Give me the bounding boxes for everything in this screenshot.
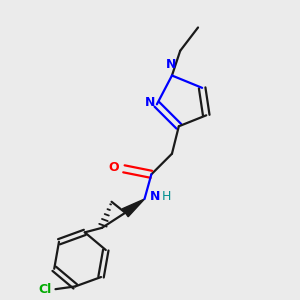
- Text: N: N: [149, 190, 160, 203]
- Text: N: N: [145, 97, 155, 110]
- Polygon shape: [122, 199, 145, 217]
- Text: N: N: [165, 58, 176, 70]
- Text: H: H: [161, 190, 171, 203]
- Text: O: O: [108, 161, 119, 174]
- Text: Cl: Cl: [38, 283, 51, 296]
